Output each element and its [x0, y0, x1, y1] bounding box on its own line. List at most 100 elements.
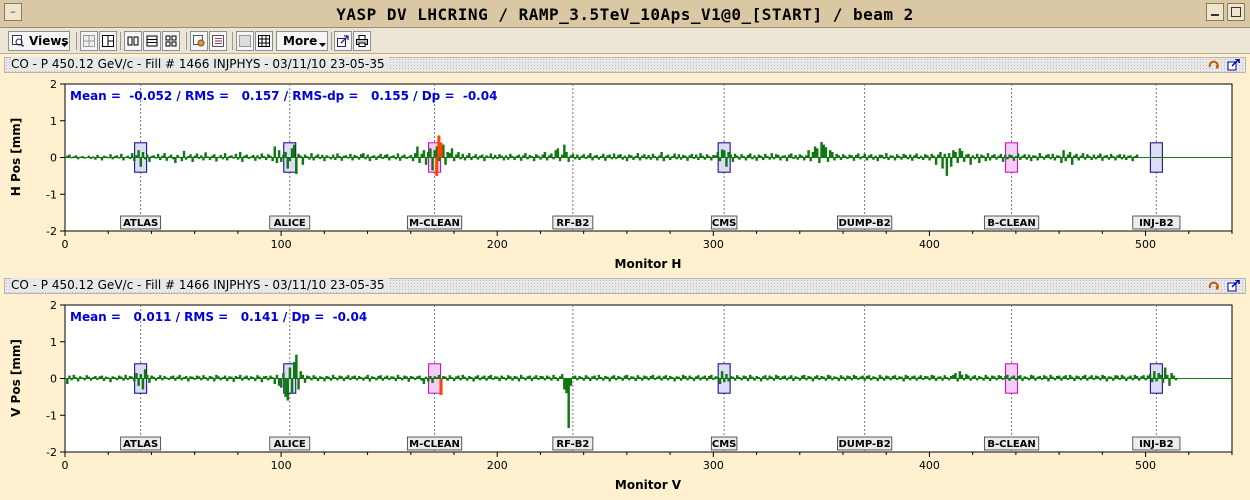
bar-v-461[interactable]: [1060, 378, 1063, 381]
bar-h-493[interactable]: [1129, 155, 1132, 158]
bar-v-56[interactable]: [184, 375, 188, 379]
bar-v-250[interactable]: [604, 375, 607, 379]
bar-v-336[interactable]: [790, 375, 793, 379]
bar-h-446[interactable]: [1027, 154, 1031, 158]
bar-h-466[interactable]: [1070, 157, 1074, 165]
bar-v-332[interactable]: [781, 376, 784, 379]
bar-h-299[interactable]: [710, 157, 713, 161]
bar-v-136[interactable]: [357, 375, 361, 379]
bar-h-132[interactable]: [349, 153, 352, 158]
bar-v-396[interactable]: [919, 375, 923, 379]
bar-h-43[interactable]: [156, 153, 160, 158]
bar-v-484[interactable]: [1109, 376, 1113, 379]
bar-v-95[interactable]: [269, 375, 272, 379]
bar-v-384[interactable]: [893, 375, 897, 379]
bar-v-110[interactable]: [301, 374, 305, 379]
bar-h-144[interactable]: [375, 157, 378, 161]
bar-v-237[interactable]: [576, 378, 579, 381]
bar-h-19[interactable]: [104, 156, 108, 158]
bar-v-74[interactable]: [223, 375, 227, 379]
bar-h-387[interactable]: [900, 157, 903, 160]
bar-h-64[interactable]: [202, 157, 205, 161]
bar-v-278[interactable]: [664, 375, 668, 379]
bar-v-407[interactable]: [943, 375, 946, 379]
bar-h-61[interactable]: [195, 153, 199, 158]
bar-v-77[interactable]: [230, 376, 233, 379]
bar-h-451[interactable]: [1038, 153, 1042, 158]
bar-h-227[interactable]: [554, 150, 557, 158]
bar-v-314[interactable]: [742, 375, 745, 379]
bar-v-358[interactable]: [837, 378, 841, 382]
bar-v-71[interactable]: [217, 376, 220, 379]
bar-h-427[interactable]: [986, 153, 990, 158]
bar-v-76[interactable]: [228, 376, 231, 379]
bar-v-245[interactable]: [593, 375, 596, 379]
bar-h-454[interactable]: [1045, 154, 1048, 158]
bar-h-459[interactable]: [1055, 155, 1059, 158]
bar-h-314[interactable]: [742, 156, 745, 158]
bar-v-426[interactable]: [984, 374, 988, 379]
bar-v-415[interactable]: [960, 374, 964, 379]
bar-v-120[interactable]: [323, 378, 326, 382]
bar-h-386[interactable]: [898, 156, 901, 158]
bar-v-507[interactable]: [1159, 374, 1163, 379]
bar-v-228[interactable]: [556, 378, 560, 382]
bar-h-478[interactable]: [1096, 155, 1100, 158]
bar-v-165[interactable]: [420, 378, 423, 381]
bar-v-413[interactable]: [956, 378, 959, 382]
bar-h-290[interactable]: [690, 153, 694, 158]
bar-h-63[interactable]: [200, 155, 203, 158]
bar-h-317[interactable]: [748, 153, 752, 158]
bar-v-349[interactable]: [818, 378, 821, 380]
bar-h-306[interactable]: [725, 157, 728, 167]
bar-h-343[interactable]: [805, 155, 808, 158]
bar-h-222[interactable]: [543, 151, 547, 158]
bar-v-411[interactable]: [952, 374, 955, 379]
bar-h-349[interactable]: [818, 157, 821, 164]
bar-v-215[interactable]: [528, 375, 532, 379]
bar-v-156[interactable]: [401, 378, 404, 381]
bar-h-192[interactable]: [478, 155, 482, 158]
bar-h-154[interactable]: [396, 153, 400, 158]
bar-v-330[interactable]: [777, 375, 780, 379]
bar-h-291[interactable]: [692, 157, 696, 159]
bar-v-435[interactable]: [1004, 376, 1007, 379]
bar-h-246[interactable]: [595, 154, 599, 158]
bar-h-277[interactable]: [662, 157, 666, 162]
bar-v-428[interactable]: [988, 378, 992, 382]
bar-h-251[interactable]: [606, 155, 609, 158]
bar-v-442[interactable]: [1019, 375, 1022, 379]
bar-v-308[interactable]: [729, 375, 733, 379]
bar-v-412[interactable]: [954, 372, 957, 379]
bar-h-494[interactable]: [1131, 157, 1134, 162]
bar-v-180[interactable]: [452, 378, 456, 382]
bar-v-142[interactable]: [370, 376, 374, 379]
bar-h-475[interactable]: [1090, 157, 1093, 161]
bar-v-494[interactable]: [1131, 378, 1134, 381]
bar-v-455[interactable]: [1047, 378, 1050, 382]
bar-h-234[interactable]: [569, 155, 573, 158]
bar-v-243[interactable]: [589, 378, 592, 382]
bar-v-352[interactable]: [824, 378, 828, 381]
bar-v-93[interactable]: [264, 375, 268, 379]
bar-v-41[interactable]: [152, 376, 155, 379]
bar-h-194[interactable]: [483, 157, 486, 162]
bar-h-228[interactable]: [556, 148, 560, 158]
bar-h-94[interactable]: [267, 154, 270, 158]
bar-h-479[interactable]: [1099, 153, 1102, 158]
bar-v-208[interactable]: [513, 375, 516, 379]
bar-v-251[interactable]: [606, 376, 609, 379]
bar-h-96[interactable]: [271, 157, 274, 162]
bar-v-92[interactable]: [262, 376, 266, 379]
bar-h-339[interactable]: [796, 157, 799, 160]
bar-v-430[interactable]: [993, 376, 996, 379]
minimize-button[interactable]: [1206, 3, 1224, 21]
bar-h-460[interactable]: [1058, 155, 1061, 158]
bar-v-57[interactable]: [187, 378, 190, 382]
bar-h-435[interactable]: [1004, 154, 1007, 158]
bar-h-41[interactable]: [152, 155, 155, 158]
bar-v-433[interactable]: [999, 375, 1003, 379]
bar-v-115[interactable]: [312, 375, 315, 379]
bar-h-220[interactable]: [539, 157, 542, 160]
bar-h-271[interactable]: [649, 157, 653, 160]
